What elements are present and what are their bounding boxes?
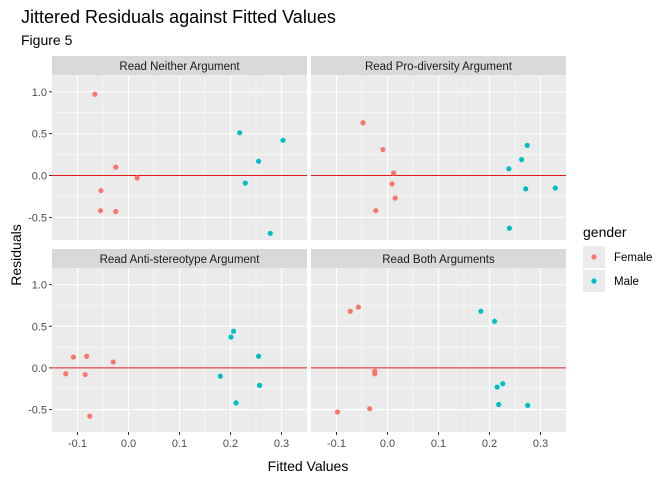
- data-point-male: [256, 354, 261, 359]
- chart-subtitle: Figure 5: [21, 32, 73, 48]
- y-tick-label: 0.0: [32, 363, 47, 375]
- legend-entry-female: Female: [583, 246, 652, 268]
- x-tick-label: 0.2: [482, 438, 497, 450]
- x-tick-label: 0.1: [172, 438, 187, 450]
- data-point-male: [256, 159, 261, 164]
- facet-panels: Read Neither Argument Read Pro-diversity …: [52, 56, 566, 432]
- data-point-female: [113, 209, 118, 214]
- facet-panel-read-both-arguments: Read Both Arguments: [311, 249, 566, 432]
- data-point-male: [525, 143, 530, 148]
- y-tick-label: 1.0: [32, 280, 47, 292]
- data-point-male: [231, 329, 236, 334]
- data-point-female: [367, 406, 372, 411]
- data-point-female: [87, 414, 92, 419]
- data-point-male: [243, 180, 248, 185]
- x-tick-label: -0.1: [68, 438, 87, 450]
- x-tick-label: 0.1: [431, 438, 446, 450]
- data-point-male: [519, 157, 524, 162]
- data-point-male: [228, 334, 233, 339]
- data-point-female: [389, 181, 394, 186]
- facet-strip-label: Read Both Arguments: [382, 254, 495, 266]
- y-tick-label: 0.5: [32, 129, 47, 141]
- data-point-male: [553, 185, 558, 190]
- data-point-male: [478, 309, 483, 314]
- x-tick-label: 0.2: [223, 438, 238, 450]
- data-point-female: [71, 354, 76, 359]
- legend-label: Female: [614, 252, 652, 264]
- data-point-male: [506, 166, 511, 171]
- x-tick-label: -0.1: [327, 438, 346, 450]
- data-point-male: [525, 403, 530, 408]
- facet-panel-read-anti-stereotype-argument: Read Anti-stereotype Argument: [52, 249, 307, 432]
- facet-panel-read-neither-argument: Read Neither Argument: [52, 56, 307, 240]
- x-tick-label: 0.0: [380, 438, 395, 450]
- x-tick-label: 0.3: [274, 438, 289, 450]
- chart-title: Jittered Residuals against Fitted Values: [21, 7, 336, 27]
- y-tick-label: 0.0: [32, 171, 47, 183]
- data-point-female: [98, 208, 103, 213]
- facet-strip-label: Read Neither Argument: [119, 61, 240, 73]
- legend-entry-male: Male: [583, 270, 639, 292]
- x-axis-title: Fitted Values: [268, 458, 349, 474]
- data-point-female: [83, 372, 88, 377]
- facet-panel-read-pro-diversity-argument: Read Pro-diversity Argument: [311, 56, 566, 240]
- legend-key-male: [591, 278, 596, 283]
- legend-entries: Female Male: [583, 246, 652, 292]
- data-point-male: [492, 319, 497, 324]
- data-point-female: [373, 208, 378, 213]
- y-tick-label: -0.5: [28, 405, 47, 417]
- data-point-female: [360, 120, 365, 125]
- data-point-female: [348, 309, 353, 314]
- data-point-female: [92, 92, 97, 97]
- x-tick-label: 0.3: [533, 438, 548, 450]
- legend: gender Female Male: [583, 224, 652, 292]
- x-tick-label: 0.0: [121, 438, 136, 450]
- y-tick-label: 1.0: [32, 87, 47, 99]
- data-point-female: [380, 147, 385, 152]
- data-point-male: [257, 383, 262, 388]
- data-point-female: [111, 359, 116, 364]
- data-point-female: [335, 409, 340, 414]
- data-point-female: [356, 305, 361, 310]
- data-point-female: [391, 170, 396, 175]
- data-point-female: [84, 354, 89, 359]
- data-point-male: [218, 374, 223, 379]
- data-point-male: [495, 384, 500, 389]
- legend-title: gender: [583, 224, 627, 240]
- data-point-male: [234, 400, 239, 405]
- data-point-male: [237, 130, 242, 135]
- y-tick-label: 0.5: [32, 321, 47, 333]
- data-point-female: [113, 165, 118, 170]
- data-point-male: [523, 186, 528, 191]
- y-axis-title: Residuals: [8, 224, 24, 285]
- data-point-female: [372, 371, 377, 376]
- data-point-male: [507, 226, 512, 231]
- data-point-male: [496, 402, 501, 407]
- legend-key-female: [591, 254, 596, 259]
- facet-strip-label: Read Anti-stereotype Argument: [100, 254, 261, 266]
- data-point-male: [268, 231, 273, 236]
- facet-strip-label: Read Pro-diversity Argument: [365, 61, 513, 73]
- data-point-male: [280, 138, 285, 143]
- data-point-female: [63, 371, 68, 376]
- legend-label: Male: [614, 276, 639, 288]
- data-point-female: [135, 175, 140, 180]
- y-tick-label: -0.5: [28, 212, 47, 224]
- data-point-male: [500, 381, 505, 386]
- data-point-female: [98, 188, 103, 193]
- data-point-female: [393, 196, 398, 201]
